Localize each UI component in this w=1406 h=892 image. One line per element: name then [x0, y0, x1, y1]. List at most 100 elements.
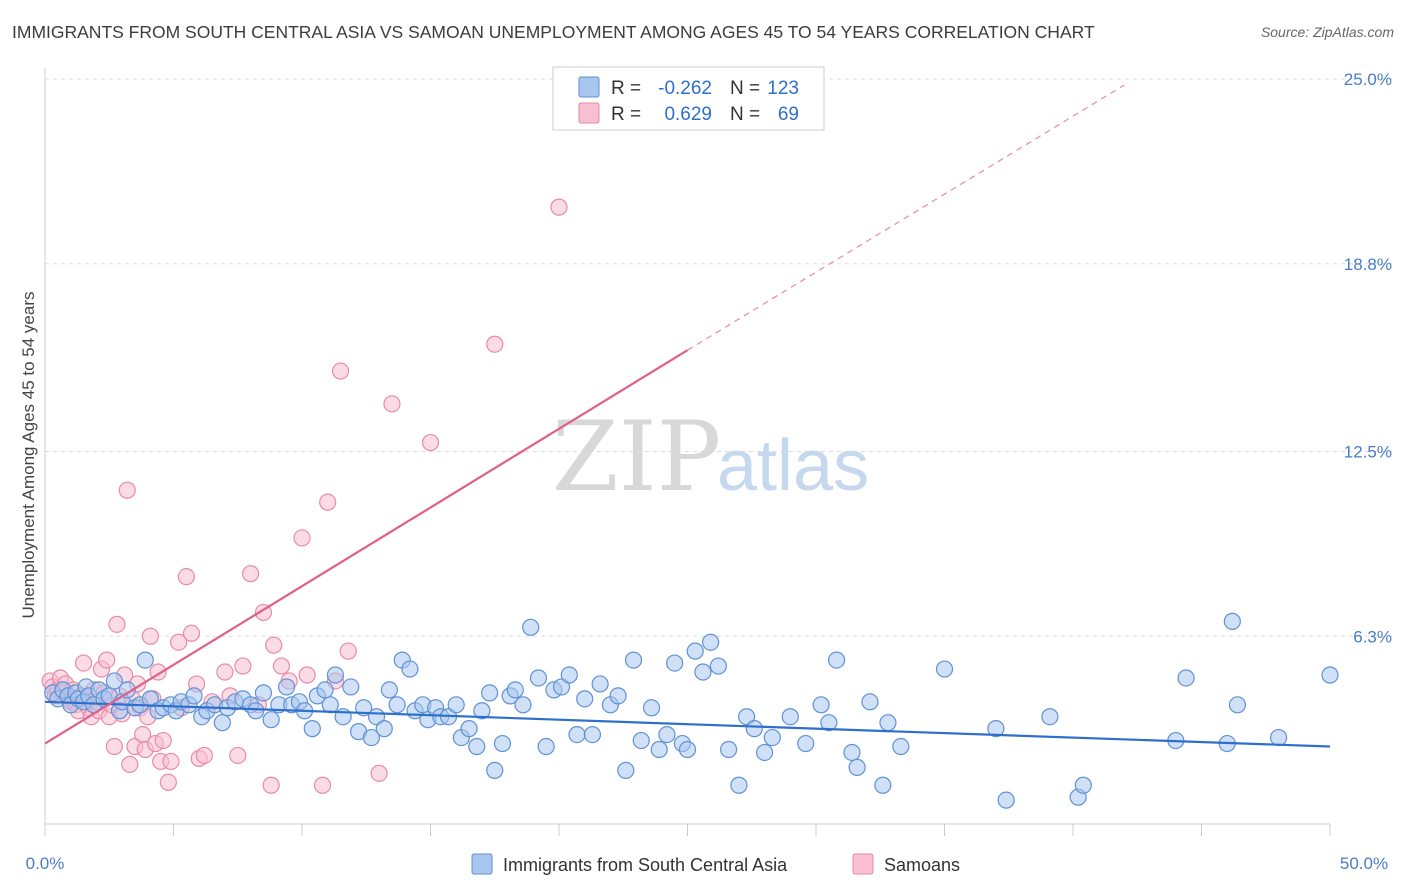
- samoans-point: [216, 663, 234, 681]
- legend-n-label-2: N =: [730, 104, 760, 125]
- y-axis-title: Unemployment Among Ages 45 to 54 years: [19, 292, 38, 619]
- immigrants-point: [666, 654, 684, 672]
- immigrants-point: [848, 758, 866, 776]
- immigrants-point: [843, 743, 861, 762]
- immigrants-point: [380, 681, 398, 699]
- samoans-point: [108, 615, 126, 633]
- axes: [44, 68, 1331, 836]
- immigrants-point: [1269, 728, 1288, 747]
- immigrants-point: [745, 720, 763, 738]
- legend-r-value-1: -0.262: [658, 78, 712, 99]
- legend-swatch-immigrants: [578, 76, 600, 98]
- series-legend-swatch-immigrants: [471, 853, 493, 875]
- immigrants-point: [609, 687, 627, 705]
- samoans-point: [265, 636, 283, 654]
- immigrants-point: [650, 740, 668, 759]
- immigrants-point: [1177, 669, 1195, 687]
- immigrants-point: [473, 702, 491, 720]
- immigrants-point: [136, 651, 154, 669]
- chart-title: IMMIGRANTS FROM SOUTH CENTRAL ASIA VS SA…: [12, 22, 1095, 42]
- immigrants-point: [362, 728, 380, 747]
- samoans-point: [486, 335, 504, 353]
- legend-n-label-1: N =: [730, 78, 760, 99]
- samoans-point: [272, 657, 291, 675]
- samoans-point: [141, 627, 159, 645]
- immigrants-point: [118, 681, 136, 699]
- immigrants-point: [576, 690, 594, 708]
- samoans-point: [121, 755, 139, 774]
- immigrants-point: [1223, 612, 1241, 630]
- immigrants-point: [879, 714, 897, 732]
- immigrants-point: [591, 675, 609, 693]
- immigrants-point: [514, 696, 532, 714]
- samoans-point: [162, 752, 180, 771]
- samoans-point: [177, 568, 195, 586]
- immigrants-point: [326, 666, 345, 684]
- samoans-point: [170, 633, 188, 651]
- immigrants-point: [874, 776, 892, 794]
- source-credit: Source: ZipAtlas.com: [1260, 24, 1394, 40]
- samoans-point: [154, 731, 172, 750]
- immigrants-point: [342, 678, 360, 696]
- immigrants-point: [1074, 776, 1092, 794]
- immigrants-point: [447, 696, 465, 714]
- immigrants-point: [262, 711, 280, 729]
- immigrants-point: [797, 734, 815, 753]
- immigrants-point: [1041, 708, 1059, 726]
- immigrants-point: [642, 699, 661, 717]
- samoans-point: [234, 657, 252, 675]
- samoans-point: [313, 776, 332, 794]
- samoans-point: [74, 654, 93, 672]
- immigrants-point: [185, 687, 203, 705]
- x-tick-label: 0.0%: [26, 854, 65, 873]
- y-tick-label: 25.0%: [1344, 70, 1392, 89]
- immigrants-point: [709, 657, 727, 675]
- samoans-point: [105, 737, 123, 756]
- immigrants-point: [738, 708, 756, 726]
- samoans-point: [383, 395, 401, 413]
- samoans-point: [182, 624, 201, 642]
- grid-lines: [45, 78, 1392, 637]
- samoans-point: [421, 433, 440, 452]
- samoans-point: [195, 746, 213, 765]
- immigrants-point: [702, 633, 720, 651]
- legend-n-value-2: 69: [778, 104, 799, 125]
- immigrants-point: [1228, 696, 1247, 714]
- immigrants-point: [529, 669, 548, 687]
- series-legend-label-samoans: Samoans: [884, 855, 960, 875]
- samoans-trend-line: [44, 349, 689, 745]
- immigrants-point: [987, 720, 1005, 738]
- immigrants-point: [820, 714, 838, 732]
- immigrants-point: [468, 737, 486, 756]
- samoans-point: [339, 642, 357, 660]
- immigrants-point: [560, 666, 578, 684]
- series-legend-label-immigrants: Immigrants from South Central Asia: [503, 855, 788, 875]
- samoans-point: [229, 746, 247, 765]
- immigrants-point: [730, 776, 748, 794]
- samoans-point: [242, 565, 260, 583]
- immigrants-point: [375, 720, 393, 738]
- immigrants-point: [522, 618, 540, 636]
- immigrants-point: [720, 740, 738, 759]
- legend-r-label-1: R =: [611, 78, 641, 99]
- immigrants-point: [658, 725, 676, 744]
- immigrants-trend-line: [44, 700, 1331, 748]
- immigrants-point: [686, 642, 704, 660]
- samoans-point: [298, 666, 316, 684]
- immigrants-point: [583, 725, 602, 744]
- legend-n-value-1: 123: [767, 78, 799, 99]
- samoans-point: [370, 764, 388, 782]
- y-tick-label: 18.8%: [1344, 255, 1392, 274]
- samoans-point: [293, 529, 311, 547]
- immigrants-point: [303, 720, 321, 738]
- immigrants-point: [247, 702, 265, 720]
- immigrants-point: [493, 734, 512, 753]
- immigrants-point: [568, 725, 586, 744]
- y-tick-label: 12.5%: [1344, 443, 1392, 462]
- immigrants-point: [694, 663, 712, 681]
- immigrants-point: [401, 660, 419, 678]
- samoans-trend-extension: [687, 84, 1125, 351]
- correlation-legend: R = -0.262 N = 123 R = 0.629 N = 69: [552, 66, 825, 131]
- immigrants-point: [506, 681, 524, 699]
- immigrants-point: [827, 651, 846, 669]
